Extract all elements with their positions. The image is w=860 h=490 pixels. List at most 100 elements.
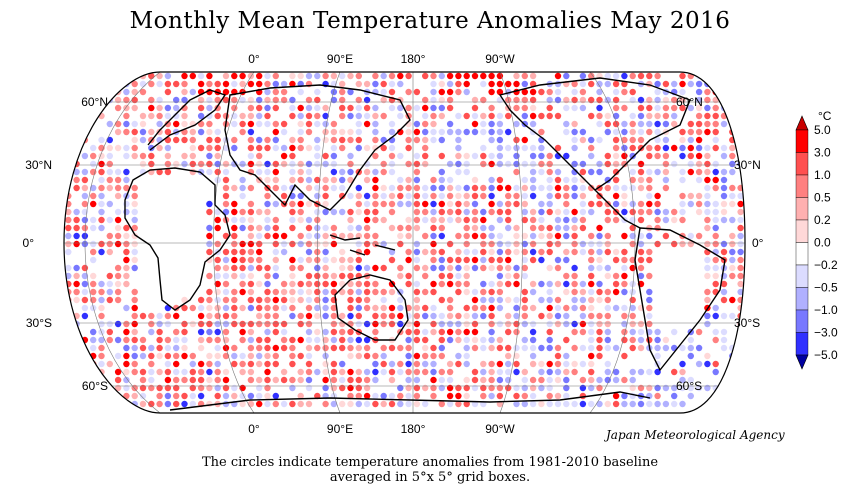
anomaly-dot	[164, 296, 172, 304]
anomaly-dot	[380, 232, 387, 240]
anomaly-dot	[529, 360, 537, 368]
anomaly-dot	[430, 72, 437, 80]
anomaly-dot	[264, 144, 271, 152]
anomaly-dot	[98, 280, 105, 288]
anomaly-dot	[106, 280, 114, 288]
anomaly-dot	[65, 152, 72, 160]
anomaly-dot	[505, 224, 512, 232]
anomaly-dot	[363, 288, 371, 296]
anomaly-dot	[256, 128, 263, 136]
anomaly-dot	[90, 112, 97, 120]
anomaly-dot	[289, 88, 296, 96]
anomaly-dot	[330, 376, 338, 384]
legend-swatch	[795, 332, 809, 356]
anomaly-dot	[712, 72, 719, 80]
anomaly-dot	[106, 336, 114, 344]
anomaly-dot	[65, 160, 72, 168]
anomaly-dot	[629, 200, 636, 208]
anomaly-dot	[239, 264, 246, 272]
anomaly-dot	[720, 160, 728, 168]
anomaly-dot	[264, 312, 271, 320]
anomaly-dot	[596, 368, 603, 376]
anomaly-dot	[720, 152, 728, 160]
anomaly-dot	[563, 144, 570, 152]
anomaly-dot	[405, 128, 412, 136]
anomaly-dot	[729, 200, 736, 208]
anomaly-dot	[181, 96, 188, 104]
anomaly-dot	[687, 88, 694, 96]
anomaly-dot	[65, 360, 72, 368]
anomaly-dot	[314, 264, 321, 272]
anomaly-dot	[322, 200, 329, 208]
anomaly-dot	[488, 176, 495, 184]
anomaly-dot	[737, 352, 744, 360]
anomaly-dot	[305, 136, 313, 144]
anomaly-dot	[347, 384, 354, 392]
anomaly-dot	[646, 368, 653, 376]
anomaly-dot	[222, 272, 230, 280]
anomaly-dot	[446, 312, 454, 320]
anomaly-dot	[131, 104, 138, 112]
anomaly-dot	[189, 168, 196, 176]
anomaly-dot	[596, 240, 603, 248]
anomaly-dot	[73, 80, 80, 88]
anomaly-dot	[123, 144, 130, 152]
anomaly-dot	[222, 80, 230, 88]
anomaly-dot	[189, 144, 196, 152]
legend-label: 5.0	[814, 123, 831, 137]
anomaly-dot	[322, 192, 329, 200]
anomaly-dot	[57, 281, 63, 287]
anomaly-dot	[646, 248, 653, 256]
anomaly-dot	[430, 224, 437, 232]
anomaly-dot	[131, 88, 138, 96]
anomaly-dot	[422, 312, 429, 320]
anomaly-dot	[513, 352, 520, 360]
anomaly-dot	[521, 136, 528, 144]
anomaly-dot	[181, 360, 188, 368]
anomaly-dot	[538, 152, 545, 160]
anomaly-dot	[446, 96, 454, 104]
anomaly-dot	[156, 400, 163, 408]
anomaly-dot	[737, 336, 744, 344]
anomaly-dot	[388, 72, 396, 80]
anomaly-dot	[106, 184, 114, 192]
anomaly-dot	[538, 352, 545, 360]
anomaly-dot	[687, 80, 694, 88]
anomaly-dot	[563, 280, 570, 288]
anomaly-dot	[330, 120, 338, 128]
anomaly-dot	[471, 224, 479, 232]
anomaly-dot	[571, 72, 578, 80]
anomaly-dot	[289, 328, 296, 336]
anomaly-dot	[388, 376, 396, 384]
anomaly-dot	[114, 336, 122, 344]
anomaly-dot	[131, 112, 138, 120]
anomaly-dot	[430, 128, 437, 136]
anomaly-dot	[571, 264, 578, 272]
anomaly-dot	[114, 320, 122, 328]
anomaly-dot	[214, 128, 221, 136]
anomaly-dot	[330, 88, 338, 96]
anomaly-dot	[671, 144, 678, 152]
anomaly-dot	[546, 280, 553, 288]
anomaly-dot	[98, 344, 105, 352]
anomaly-dot	[488, 152, 495, 160]
anomaly-dot	[280, 328, 288, 336]
anomaly-dot	[98, 312, 105, 320]
anomaly-dot	[538, 128, 545, 136]
anomaly-dot	[463, 376, 470, 384]
anomaly-dot	[305, 360, 313, 368]
anomaly-dot	[388, 192, 396, 200]
anomaly-dot	[405, 216, 412, 224]
anomaly-dot	[247, 144, 255, 152]
anomaly-dot	[446, 192, 454, 200]
anomaly-dot	[264, 264, 271, 272]
anomaly-dot	[280, 128, 288, 136]
anomaly-dot	[372, 232, 379, 240]
anomaly-dot	[463, 320, 470, 328]
anomaly-dot	[571, 320, 578, 328]
anomaly-dot	[355, 80, 362, 88]
anomaly-dot	[488, 256, 495, 264]
anomaly-dot	[380, 328, 387, 336]
anomaly-dot	[671, 192, 678, 200]
anomaly-dot	[455, 264, 462, 272]
